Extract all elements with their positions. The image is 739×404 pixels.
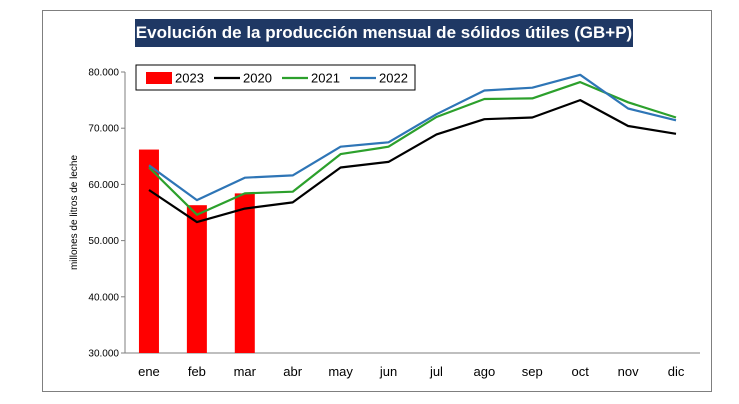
series-line-2021	[148, 80, 677, 216]
legend-label-2020: 2020	[243, 71, 272, 86]
series-line-2020	[148, 98, 677, 224]
series-lines	[148, 73, 677, 224]
x-ticks: ene feb mar abr may jun jul ago sep oct nov dic	[138, 364, 685, 379]
y-tick-label: 40.000	[88, 292, 119, 303]
y-tick-label: 30.000	[88, 349, 119, 360]
x-tick-label: jul	[429, 364, 443, 379]
legend-label-2021: 2021	[311, 71, 340, 86]
y-axis-label: millones de litros de leche	[69, 155, 80, 270]
legend: 2023 2020 2021 2022	[135, 64, 416, 91]
y-ticks: 30.000 40.000 50.000 60.000 70.000 80.000	[88, 68, 125, 360]
legend-label-2022: 2022	[379, 71, 408, 86]
x-tick-label: sep	[522, 364, 543, 379]
bar-2023-feb	[186, 205, 207, 353]
y-tick-label: 50.000	[88, 236, 119, 247]
axes	[124, 72, 700, 354]
y-tick-label: 70.000	[88, 124, 119, 135]
bar-2023-mar	[234, 193, 255, 353]
x-tick-label: dic	[668, 364, 685, 379]
x-tick-label: may	[328, 364, 353, 379]
x-tick-label: mar	[234, 364, 257, 379]
legend-label-2023: 2023	[175, 71, 204, 86]
y-tick-label: 60.000	[88, 180, 119, 191]
bar-2023-ene	[138, 149, 159, 353]
chart-title: Evolución de la producción mensual de só…	[135, 19, 633, 47]
x-tick-label: ene	[138, 364, 160, 379]
x-tick-label: feb	[188, 364, 206, 379]
x-tick-label: oct	[572, 364, 590, 379]
y-tick-label: 80.000	[88, 68, 119, 79]
x-tick-label: abr	[283, 364, 302, 379]
bars-2023	[138, 149, 255, 353]
legend-swatch-2023	[146, 72, 172, 84]
series-line-2022	[148, 73, 677, 202]
x-tick-label: nov	[618, 364, 639, 379]
x-tick-label: jun	[379, 364, 397, 379]
x-tick-label: ago	[474, 364, 496, 379]
